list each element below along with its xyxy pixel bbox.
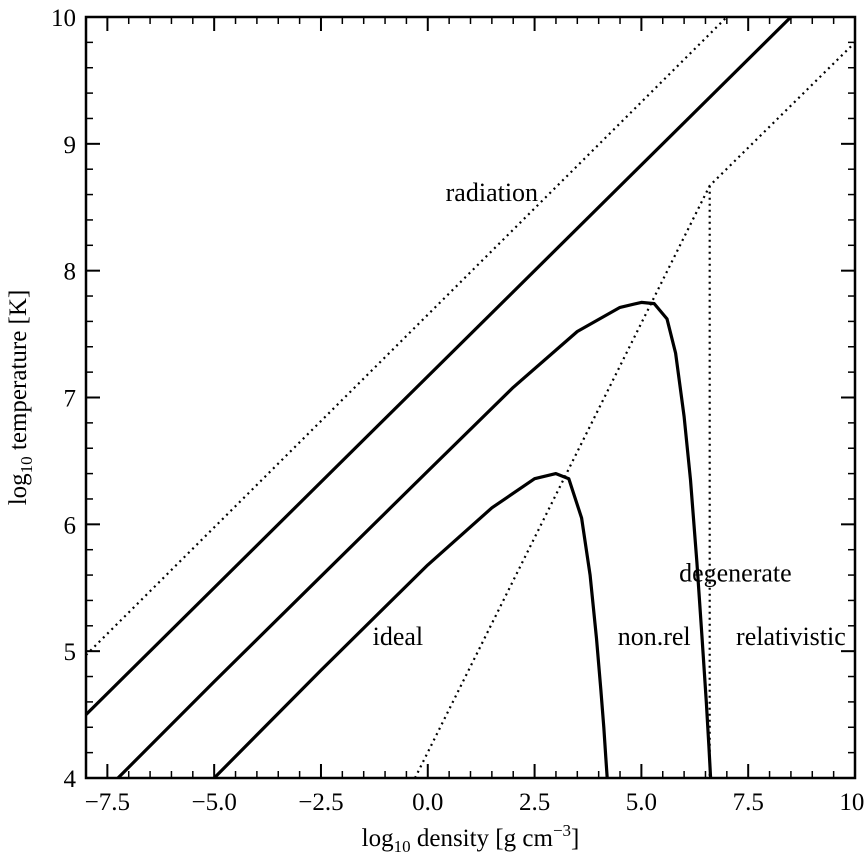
y-axis-label-main: log	[5, 473, 32, 505]
x-tick-label: 10.	[839, 789, 864, 816]
x-tick-label: 7.5	[733, 789, 764, 816]
series-radiation-boundary-dotted	[85, 16, 728, 656]
annotation-relativistic: relativistic	[736, 622, 846, 651]
annotation-radiation: radiation	[446, 178, 538, 207]
x-tick-label: −2.5	[298, 789, 343, 816]
series-radiation-solid	[84, 15, 793, 716]
x-tick-label: −7.5	[85, 789, 130, 816]
y-tick-label: 4	[64, 766, 77, 793]
annotation-degenerate: degenerate	[679, 558, 792, 587]
x-tick-label: 0.0	[412, 789, 443, 816]
y-axis-label-rest: temperature [K]	[5, 290, 32, 457]
x-axis-label: log10 density [g cm−3]	[362, 821, 580, 856]
y-axis-label: log10 temperature [K]	[5, 290, 36, 506]
annotation-ideal: ideal	[373, 622, 424, 651]
y-tick-label: 7	[64, 386, 77, 413]
x-axis-label-sup: −3	[553, 821, 571, 840]
x-axis-label-rest: density [g cm	[411, 825, 554, 852]
x-axis-label-main: log	[362, 825, 394, 852]
y-tick-label: 5	[64, 639, 77, 666]
region-labels: radiation degenerate ideal non.rel relativis…	[373, 178, 846, 651]
y-tick-label: 8	[64, 259, 77, 286]
x-axis-label-end: ]	[571, 825, 579, 852]
x-tick-label: 2.5	[519, 789, 550, 816]
tick-labels: −7.5 −5.0 −2.5 0.0 2.5 5.0 7.5 10. 4 5 6 7 8 9 10	[51, 5, 864, 816]
data-lines	[84, 15, 856, 780]
y-tick-label: 9	[64, 132, 77, 159]
y-axis-label-sub: 10	[17, 456, 36, 473]
y-tick-label: 6	[64, 512, 77, 539]
annotation-non-rel: non.rel	[618, 622, 691, 651]
x-tick-label: 5.0	[626, 789, 657, 816]
y-tick-label: 10	[51, 5, 76, 32]
x-tick-label: −5.0	[191, 789, 236, 816]
series-upper-curve	[116, 300, 713, 780]
plot-frame	[84, 15, 857, 780]
series-lower-curve	[213, 472, 609, 780]
x-axis-label-sub: 10	[394, 837, 411, 856]
